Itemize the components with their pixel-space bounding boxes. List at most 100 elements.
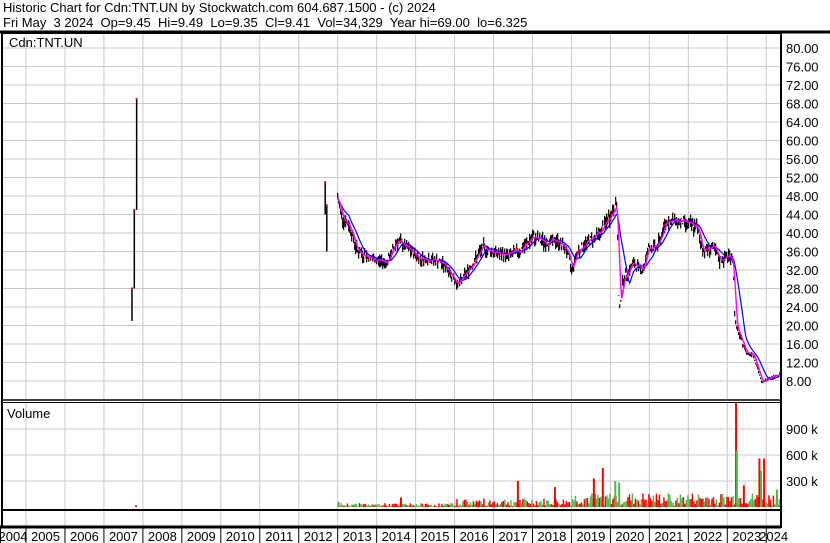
- price-tick-label: 32.00: [786, 263, 819, 278]
- close-tick: [453, 278, 455, 280]
- volume-bar: [589, 496, 592, 507]
- price-tick-label: 28.00: [786, 282, 819, 297]
- volume-bar: [730, 497, 733, 507]
- volume-bar: [403, 504, 406, 507]
- volume-bar: [543, 498, 545, 507]
- volume-bar: [532, 503, 535, 507]
- close-tick: [526, 241, 528, 244]
- close-tick: [664, 224, 666, 226]
- close-tick: [418, 259, 420, 262]
- volume-bar: [375, 504, 377, 507]
- volume-bar: [622, 502, 625, 507]
- volume-bar: [766, 503, 769, 507]
- volume-bar: [439, 506, 442, 507]
- volume-tick-label: 300 k: [786, 474, 818, 489]
- volume-bar: [520, 503, 523, 507]
- close-tick: [709, 250, 711, 252]
- close-tick: [569, 258, 571, 260]
- volume-bar: [355, 503, 358, 507]
- volume-bar: [651, 500, 653, 507]
- volume-bar: [501, 502, 503, 507]
- price-tick-mark: [324, 181, 327, 184]
- year-label: 2018: [537, 529, 566, 543]
- volume-bar: [462, 501, 464, 507]
- volume-bar: [441, 503, 443, 507]
- volume-bar: [466, 501, 469, 507]
- volume-bar: [457, 505, 460, 507]
- volume-bar: [648, 494, 650, 507]
- close-tick: [521, 247, 523, 249]
- volume-bar: [360, 504, 362, 507]
- volume-bar: [408, 505, 410, 507]
- volume-bar: [682, 497, 685, 507]
- close-tick: [374, 261, 376, 263]
- volume-bar: [450, 503, 452, 507]
- volume-bar: [580, 502, 583, 507]
- volume-bar: [361, 504, 364, 507]
- volume-bar: [396, 503, 398, 507]
- volume-bar: [643, 499, 646, 507]
- close-tick: [454, 280, 456, 282]
- volume-bar: [561, 503, 563, 507]
- price-tick-label: 48.00: [786, 189, 819, 204]
- volume-bar: [723, 497, 725, 507]
- close-tick: [656, 245, 658, 248]
- price-tick-label: 56.00: [786, 152, 819, 167]
- volume-bar: [574, 495, 577, 507]
- close-tick: [530, 239, 532, 242]
- volume-bar: [358, 503, 361, 507]
- volume-bar: [475, 500, 478, 507]
- volume-bar: [582, 504, 584, 507]
- volume-bar: [474, 503, 476, 507]
- volume-bar: [486, 505, 488, 507]
- volume-bar: [339, 505, 341, 507]
- volume-bar: [505, 504, 508, 507]
- volume-bar: [729, 500, 731, 507]
- volume-bar: [724, 504, 727, 507]
- close-tick: [617, 238, 619, 241]
- close-tick: [743, 345, 745, 348]
- volume-bar: [576, 501, 578, 507]
- volume-bar: [732, 496, 734, 507]
- volume-bar: [522, 499, 524, 507]
- volume-bar: [468, 504, 470, 507]
- volume-bar: [418, 505, 421, 507]
- volume-bar: [378, 503, 380, 507]
- volume-bar: [627, 497, 629, 507]
- close-tick: [529, 239, 531, 242]
- volume-bar: [595, 498, 598, 507]
- price-tick-label: 24.00: [786, 300, 819, 315]
- volume-bar: [768, 495, 770, 507]
- volume-bar: [343, 505, 346, 507]
- close-tick: [589, 242, 591, 245]
- chart-frame: [0, 30, 830, 543]
- volume-bar: [538, 502, 541, 507]
- volume-bar: [642, 493, 644, 507]
- volume-bar: [600, 496, 602, 507]
- price-tick-label: 36.00: [786, 245, 819, 260]
- close-tick: [630, 265, 632, 267]
- volume-tick-label: 600 k: [786, 448, 818, 463]
- close-tick: [723, 260, 725, 262]
- volume-bar: [504, 499, 506, 507]
- price-tick-mark: [135, 97, 138, 100]
- volume-bar: [348, 505, 350, 507]
- volume-bar: [444, 503, 446, 507]
- close-tick: [705, 245, 707, 248]
- volume-bar: [672, 503, 674, 507]
- close-tick: [620, 300, 622, 302]
- chart-header: Historic Chart for Cdn:TNT.UN by Stockwa…: [3, 0, 527, 30]
- volume-bar: [747, 503, 749, 507]
- volume-bar: [739, 498, 742, 507]
- volume-bar: [609, 493, 611, 507]
- year-label: 2007: [109, 529, 138, 543]
- year-label: 2017: [499, 529, 528, 543]
- volume-bar: [534, 505, 536, 507]
- volume-bar: [406, 505, 409, 507]
- volume-bar: [412, 505, 415, 507]
- volume-bar: [744, 502, 746, 507]
- volume-bar: [577, 503, 580, 507]
- volume-bar: [528, 503, 530, 507]
- volume-bar: [654, 501, 656, 507]
- volume-bar: [531, 500, 533, 507]
